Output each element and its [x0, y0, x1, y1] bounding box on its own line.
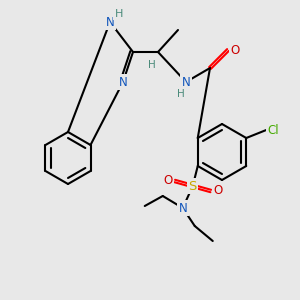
Text: H: H	[148, 60, 156, 70]
Text: Cl: Cl	[267, 124, 279, 136]
Text: S: S	[189, 179, 197, 193]
Text: N: N	[182, 76, 190, 88]
Text: H: H	[115, 9, 123, 19]
Text: O: O	[213, 184, 222, 197]
Text: O: O	[230, 44, 240, 56]
Text: N: N	[118, 76, 127, 88]
Text: N: N	[106, 16, 114, 28]
Text: H: H	[177, 89, 185, 99]
Text: O: O	[163, 175, 172, 188]
Text: N: N	[178, 202, 187, 214]
